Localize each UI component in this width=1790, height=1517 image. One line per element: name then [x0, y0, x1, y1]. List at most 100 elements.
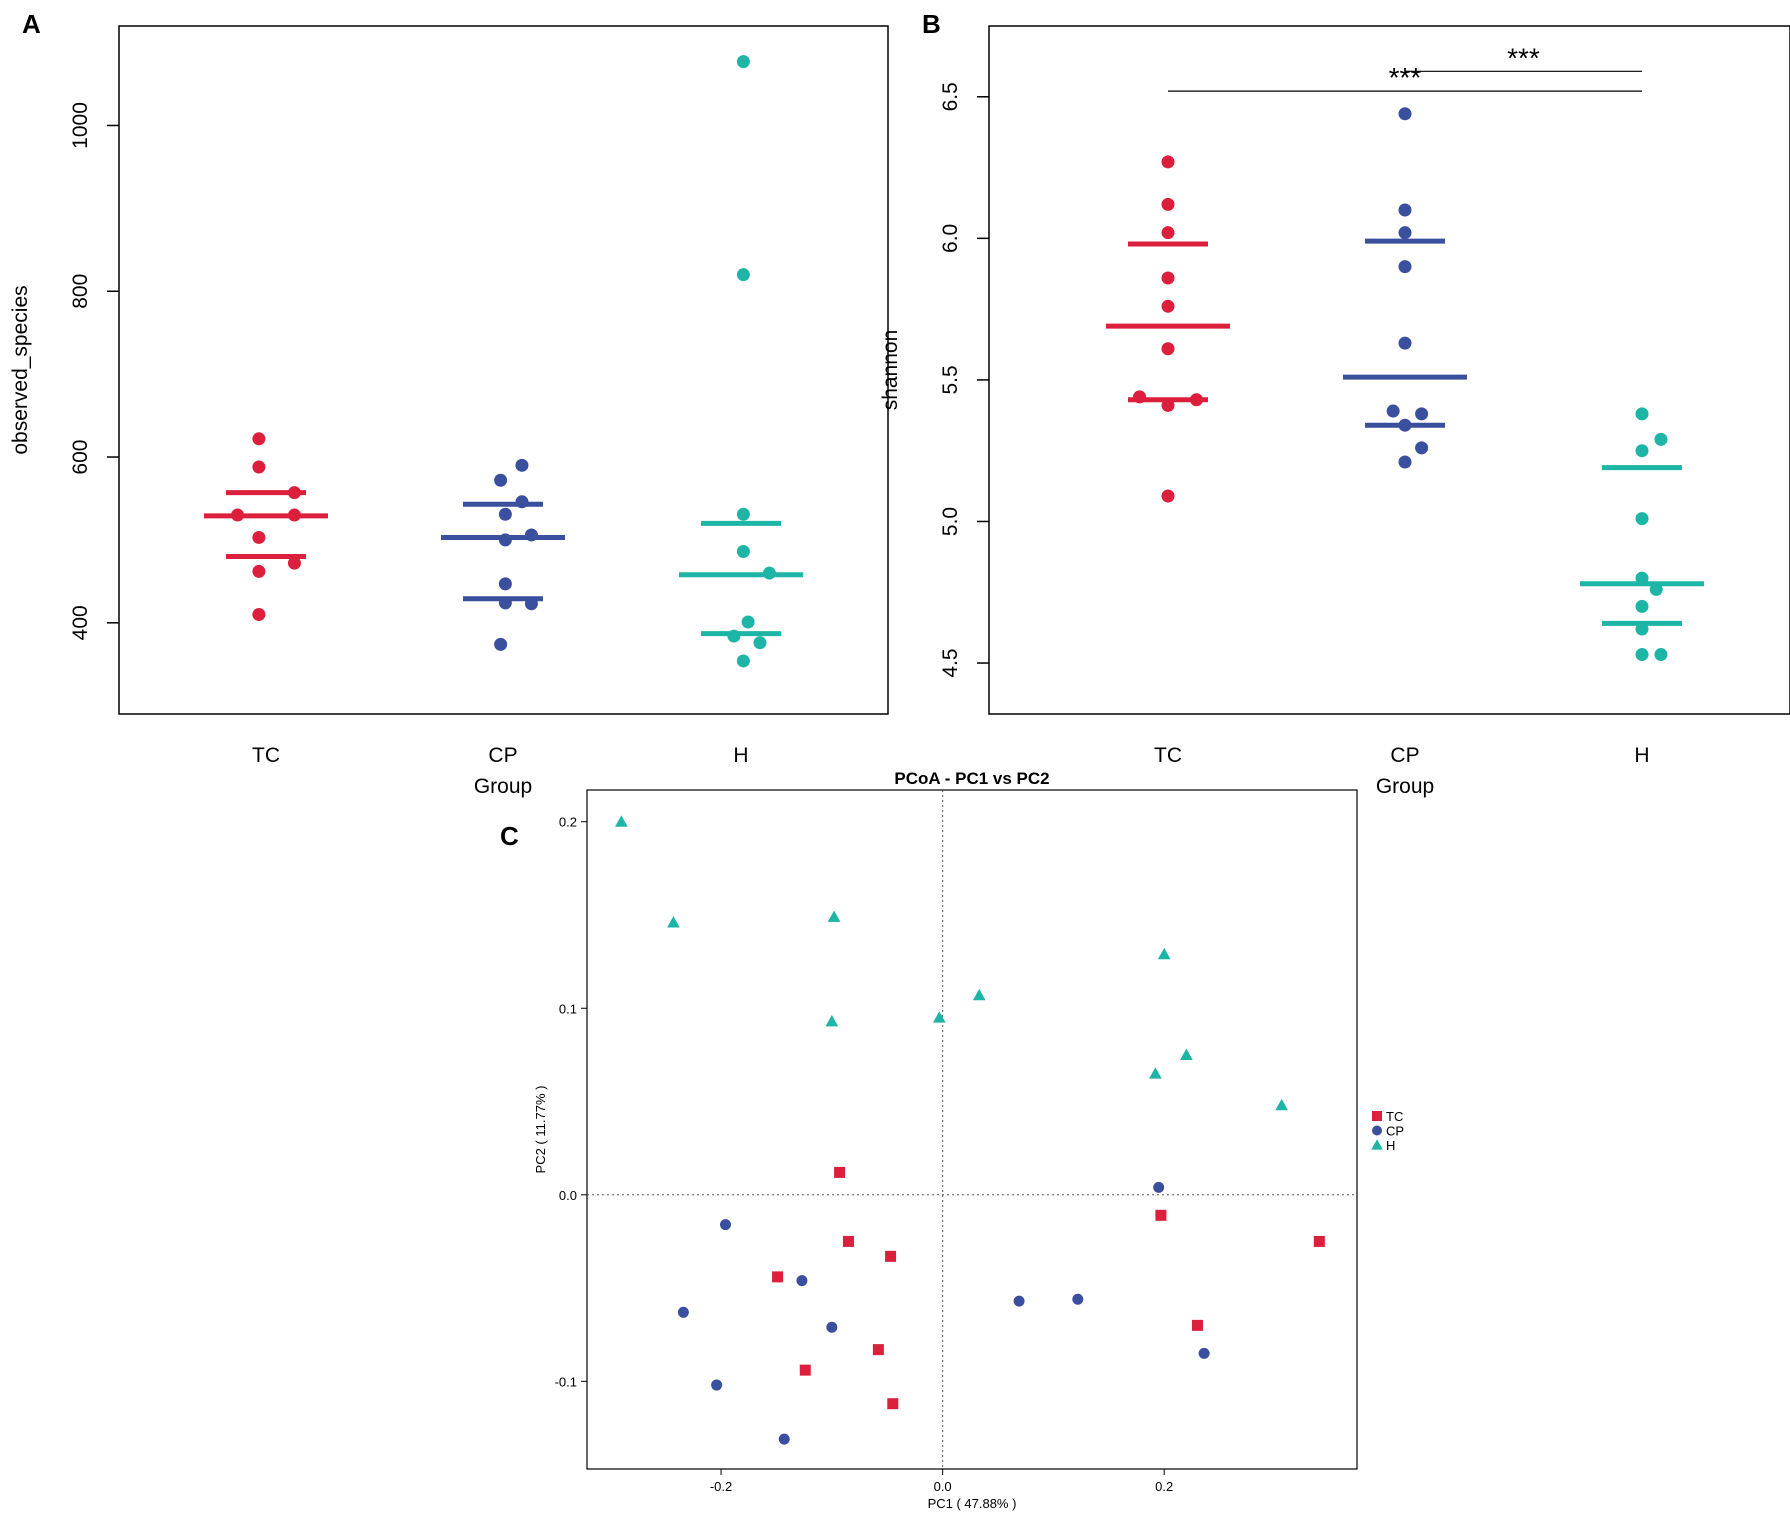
data-point: [667, 916, 680, 928]
x-tick-label: -0.2: [710, 1479, 732, 1494]
data-point: [252, 608, 266, 622]
series-tc: [772, 1166, 1325, 1410]
series-h: [679, 55, 803, 668]
data-point: [887, 1398, 899, 1410]
data-point: [778, 1433, 790, 1445]
data-point: [1398, 226, 1412, 240]
y-tick-label: 5.5: [939, 365, 962, 394]
data-point: [736, 507, 750, 521]
panel-b: B 4.5 5.0 5.5 6.0 6.5 shannon TC CP H Group *** ***: [879, 9, 1790, 798]
panel-label-b: B: [922, 9, 941, 39]
x-tick-label-tc: TC: [1154, 744, 1182, 767]
data-point: [1161, 271, 1175, 285]
y-axis-label: shannon: [879, 330, 902, 411]
data-point: [1198, 1347, 1210, 1359]
legend-item-tc: TC: [1372, 1109, 1403, 1124]
data-point: [1149, 1067, 1162, 1079]
legend-item-h: H: [1371, 1138, 1395, 1153]
chart-title: PCoA - PC1 vs PC2: [894, 769, 1049, 788]
panel-a: A 400 600 800 1000 observed_species TC CP H Group: [9, 9, 889, 798]
data-point: [1415, 441, 1429, 455]
plot-frame: [118, 25, 889, 715]
y-tick-label: 4.5: [939, 648, 962, 677]
x-tick-label-h: H: [733, 744, 748, 767]
data-point: [1415, 407, 1429, 421]
data-point: [719, 1219, 731, 1231]
data-point: [498, 507, 512, 521]
data-point: [1398, 203, 1412, 217]
data-point: [252, 530, 266, 544]
data-point: [1161, 155, 1175, 169]
data-point: [1635, 599, 1649, 613]
x-tick-label-cp: CP: [1390, 744, 1419, 767]
y-tick-label: 400: [69, 605, 92, 640]
y-tick-label: -0.1: [555, 1374, 577, 1389]
y-tick-label: 0.1: [559, 1001, 577, 1016]
data-point: [252, 564, 266, 578]
data-point: [772, 1271, 784, 1283]
x-axis-label: PC1 ( 47.88% ): [928, 1496, 1017, 1511]
y-tick-label: 1000: [69, 102, 92, 149]
data-point: [1191, 1319, 1203, 1331]
data-point: [1161, 226, 1175, 240]
series-tc: [1106, 155, 1230, 503]
data-point: [287, 556, 301, 570]
x-tick-label: 0.2: [1155, 1479, 1173, 1494]
data-point: [753, 636, 767, 650]
data-point: [1153, 1181, 1165, 1193]
y-tick-label: 600: [69, 440, 92, 475]
data-point: [796, 1275, 808, 1287]
data-point: [615, 815, 628, 827]
data-point: [1157, 947, 1171, 960]
data-point: [932, 1011, 946, 1023]
y-axis-label: PC2 ( 11.77% ): [533, 1086, 548, 1174]
data-point: [741, 615, 755, 629]
y-axis-label: observed_species: [9, 285, 32, 454]
legend-label: H: [1386, 1138, 1395, 1153]
data-point: [1161, 342, 1175, 356]
data-point: [1398, 260, 1412, 274]
data-point: [1313, 1235, 1325, 1247]
plot-frame: [988, 25, 1790, 715]
significance-label: ***: [1507, 42, 1540, 73]
data-point: [885, 1250, 897, 1262]
data-point: [494, 637, 508, 651]
data-point: [1072, 1293, 1084, 1305]
y-tick-label: 6.0: [939, 224, 962, 253]
data-point: [826, 1321, 838, 1333]
x-axis-label: Group: [474, 775, 532, 798]
data-point: [1398, 455, 1412, 469]
data-point: [736, 654, 750, 668]
significance-label: ***: [1389, 62, 1422, 93]
data-point: [842, 1235, 854, 1247]
x-axis-label: Group: [1376, 775, 1434, 798]
data-point: [1180, 1048, 1193, 1060]
data-point: [1161, 489, 1175, 503]
legend-marker: [1371, 1139, 1383, 1150]
y-tick-label: 0.2: [559, 815, 577, 830]
x-tick-label-h: H: [1634, 744, 1649, 767]
data-point: [1398, 107, 1412, 121]
y-tick-label: 5.0: [939, 507, 962, 536]
series-cp: [1343, 107, 1467, 469]
panel-c: C PCoA - PC1 vs PC2 -0.2 0.0 0.2 -0.1 0.0 0.1 0.…: [500, 769, 1404, 1511]
data-point: [1635, 407, 1649, 421]
series-h: [615, 815, 1288, 1111]
data-point: [872, 1344, 884, 1356]
series-tc: [204, 432, 328, 622]
data-point: [825, 1014, 839, 1027]
series-cp: [677, 1181, 1210, 1445]
data-point: [494, 473, 508, 487]
data-point: [1635, 512, 1649, 526]
data-point: [736, 545, 750, 559]
legend-item-cp: CP: [1372, 1124, 1404, 1139]
data-point: [834, 1166, 846, 1178]
plot-frame: [586, 789, 1358, 1470]
data-point: [1161, 197, 1175, 211]
legend-label: CP: [1386, 1124, 1404, 1139]
data-point: [1275, 1098, 1288, 1111]
data-point: [515, 458, 529, 472]
data-point: [677, 1306, 689, 1318]
